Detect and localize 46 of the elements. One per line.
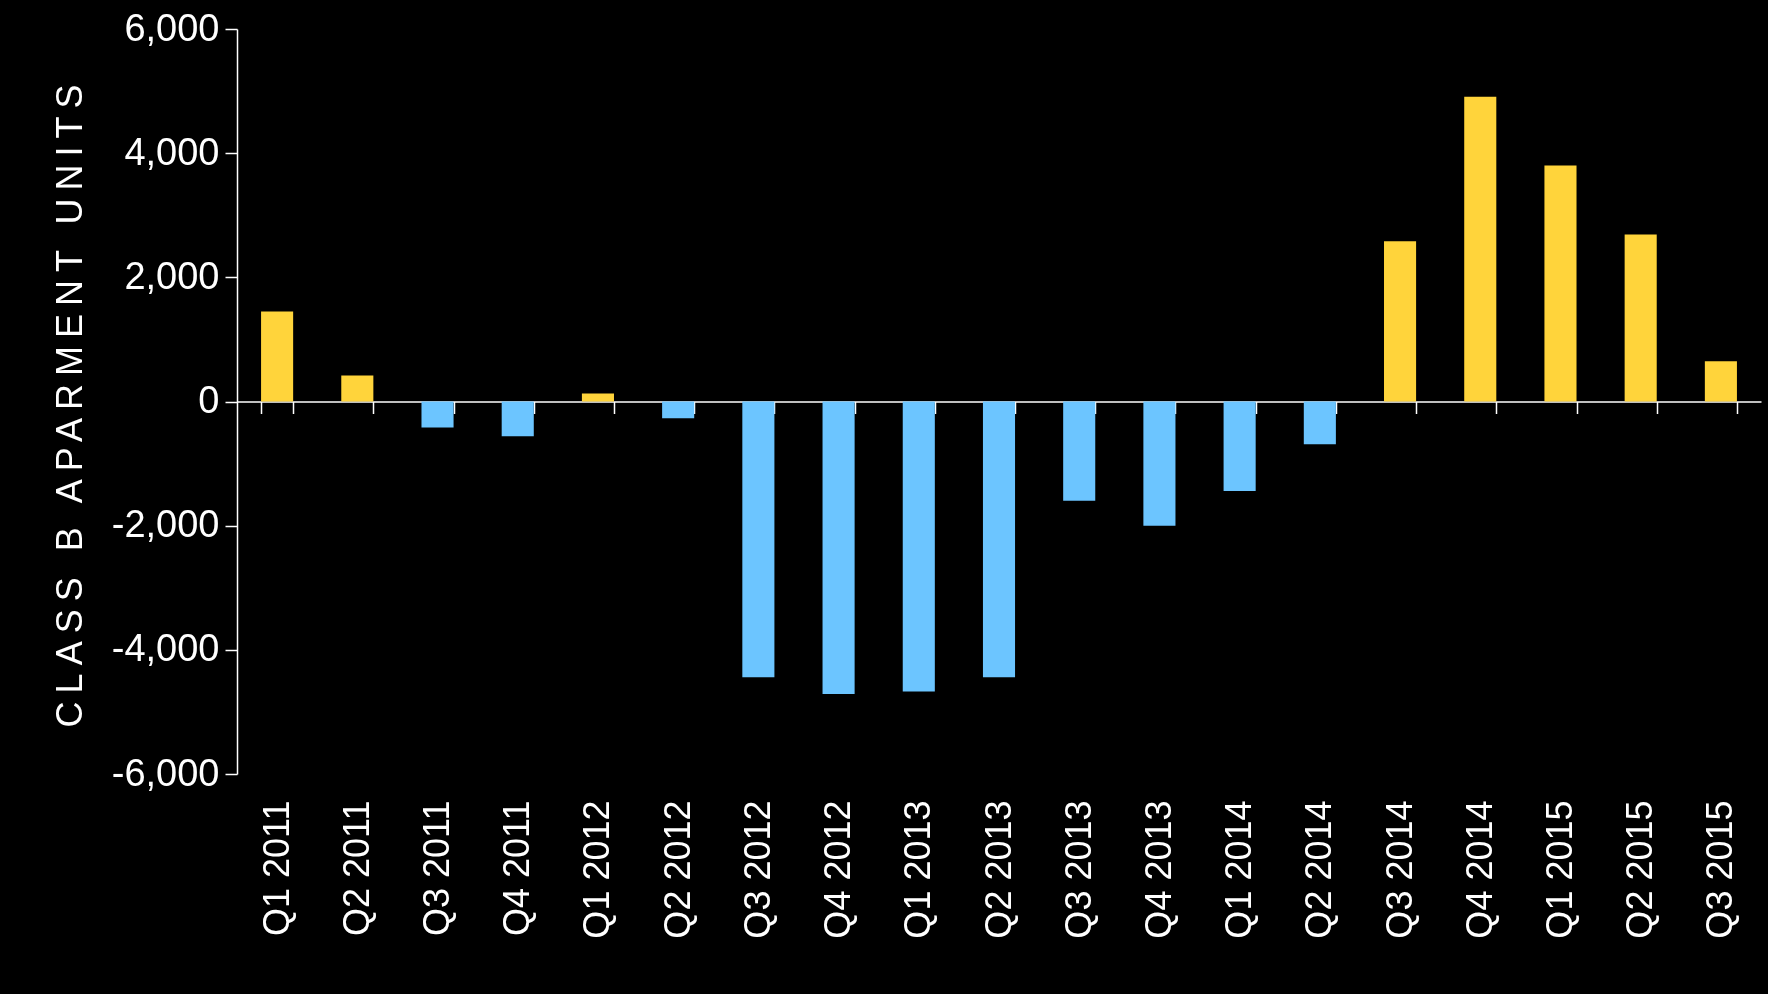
x-tick-label: Q4 2013 [1137,800,1179,939]
bar [742,401,775,678]
bar [1624,234,1657,402]
bar [1143,401,1176,526]
x-tick-label: Q3 2011 [416,800,458,936]
x-tick-label: Q1 2015 [1538,800,1580,939]
y-tick-label: 2,000 [124,254,220,297]
bar [902,401,935,692]
x-tick-label: Q2 2013 [977,800,1019,939]
y-tick-label: -2,000 [111,503,220,546]
x-tick-label: Q4 2011 [496,800,538,936]
bar [1384,241,1417,402]
x-tick-label: Q1 2014 [1218,800,1260,939]
bar [341,375,374,402]
y-tick-label: -4,000 [111,627,220,670]
x-tick-label: Q1 2013 [897,800,939,939]
x-tick-label: Q2 2014 [1298,800,1340,939]
bar [1303,401,1336,445]
bar [1063,401,1096,501]
x-tick-label: Q2 2015 [1619,800,1661,939]
x-tick-label: Q1 2011 [255,800,297,936]
x-tick-label: Q2 2012 [656,800,698,939]
x-tick-label: Q2 2011 [335,800,377,936]
x-tick-label: Q3 2013 [1057,800,1099,939]
bar [581,393,614,402]
bar [1464,96,1497,402]
bar [1544,165,1577,402]
y-tick-label: 6,000 [124,6,220,49]
x-tick-label: Q1 2012 [576,800,618,939]
y-tick-label: -6,000 [111,751,220,794]
x-tick-label: Q4 2014 [1458,800,1500,939]
y-tick-label: 0 [198,379,220,421]
x-tick-label: Q3 2015 [1699,800,1741,939]
bar [421,401,454,428]
x-tick-label: Q4 2012 [817,800,859,939]
bar [1223,401,1256,491]
bar [261,311,294,402]
x-tick-label: Q3 2012 [736,800,778,939]
bar [1704,361,1737,402]
bar [982,401,1016,678]
bar [501,401,534,437]
y-axis-title: CLASS B APARMENT UNITS [48,76,90,728]
bar [822,401,855,694]
x-tick-label: Q3 2014 [1378,800,1420,939]
y-tick-label: 4,000 [124,130,220,173]
bar [662,401,695,419]
